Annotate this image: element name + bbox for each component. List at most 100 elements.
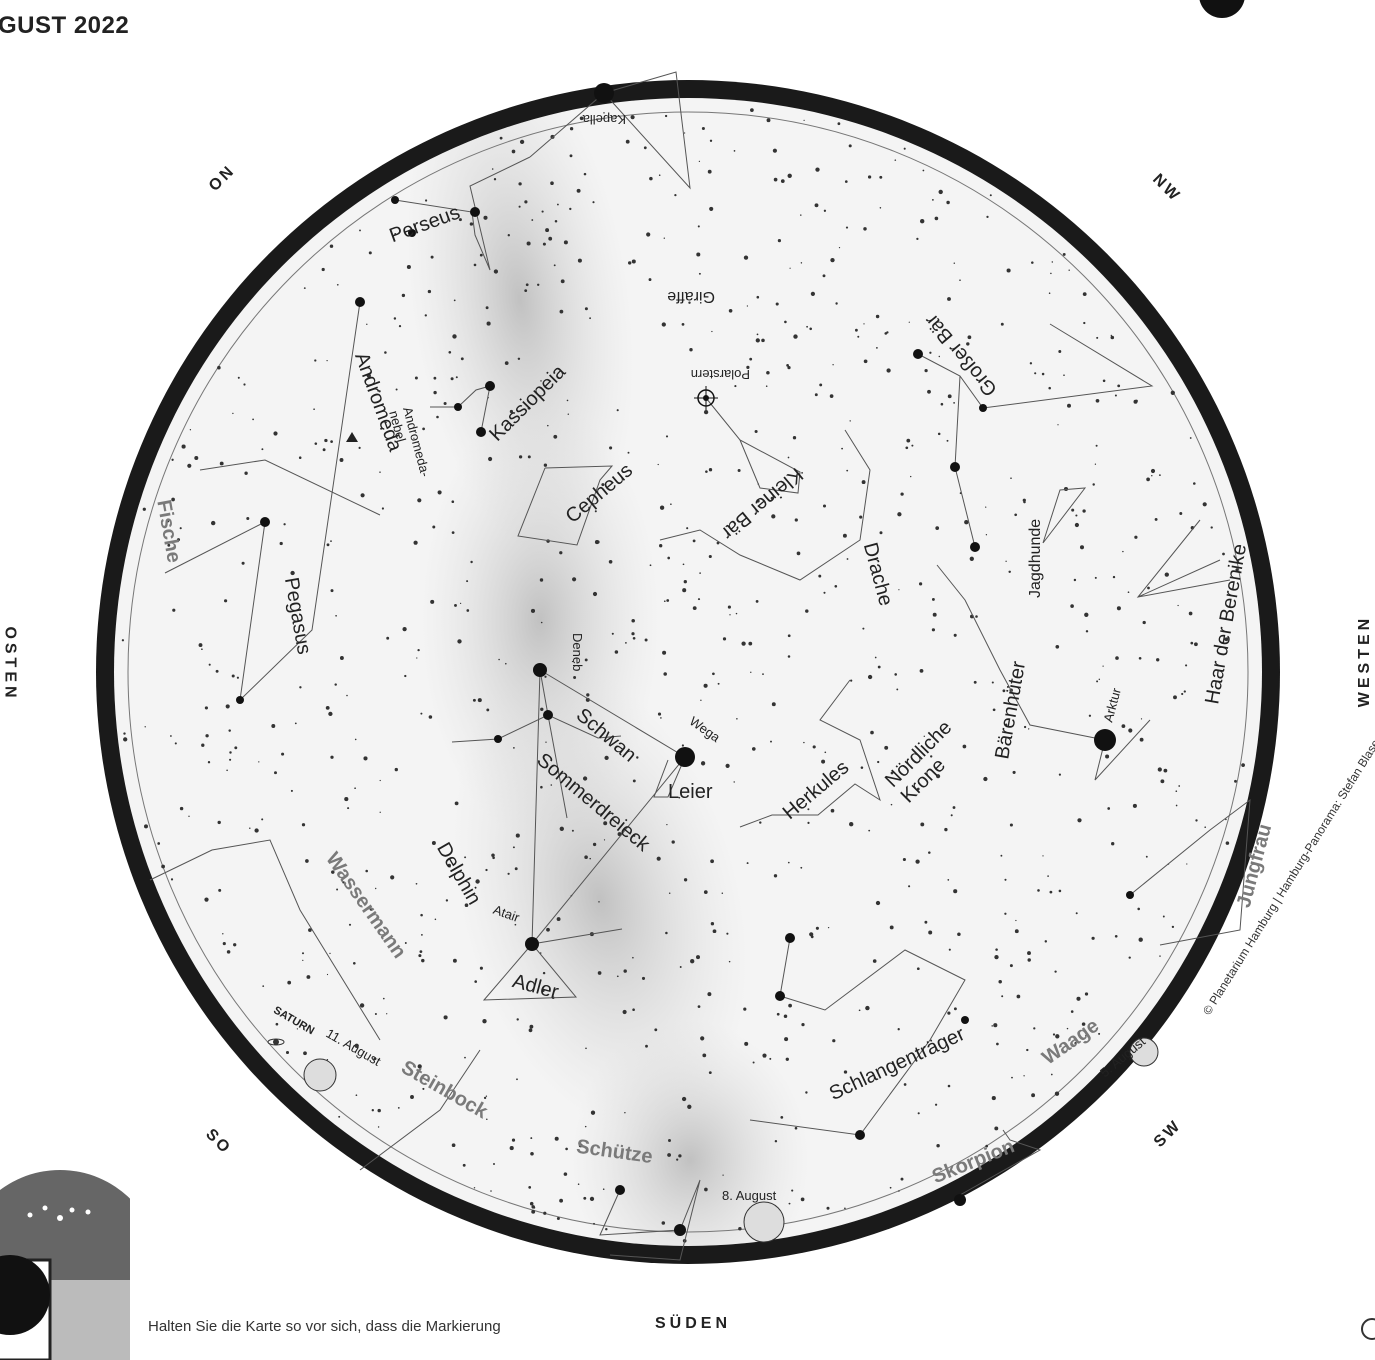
background-star — [625, 139, 630, 144]
background-star — [404, 674, 407, 678]
background-star — [769, 1057, 772, 1060]
background-star — [1054, 970, 1057, 973]
background-star — [545, 741, 547, 743]
background-star — [416, 657, 418, 659]
background-star — [611, 632, 614, 635]
background-star — [418, 954, 422, 958]
background-star — [424, 314, 427, 317]
background-star — [1023, 1075, 1025, 1077]
background-star — [830, 257, 835, 263]
background-star — [1110, 334, 1113, 337]
background-star — [1139, 737, 1144, 742]
background-star — [910, 475, 912, 478]
background-star — [824, 751, 827, 754]
background-star — [330, 589, 334, 593]
background-star — [1188, 611, 1193, 616]
background-star — [803, 119, 805, 122]
background-star — [708, 554, 712, 559]
background-star — [161, 864, 165, 869]
background-star — [867, 175, 872, 179]
background-star — [1084, 612, 1089, 617]
background-star — [994, 954, 999, 960]
background-star — [201, 743, 205, 747]
background-star — [1189, 437, 1192, 439]
background-star — [301, 952, 305, 955]
background-star — [746, 365, 750, 369]
background-star — [666, 599, 670, 602]
background-star — [843, 1070, 848, 1074]
background-star — [875, 314, 880, 319]
background-star — [586, 693, 590, 697]
background-star — [1114, 394, 1117, 397]
background-star — [452, 334, 457, 339]
background-star — [1038, 542, 1040, 544]
background-star — [1055, 644, 1060, 649]
background-star — [783, 1014, 788, 1019]
background-star — [215, 669, 219, 673]
background-star — [231, 674, 235, 678]
background-star — [1050, 272, 1052, 275]
background-star — [992, 708, 996, 712]
background-star — [920, 219, 925, 224]
background-star — [1027, 958, 1031, 962]
background-star — [330, 440, 333, 443]
background-star — [1014, 929, 1019, 934]
background-star — [632, 1008, 635, 1011]
background-star — [167, 543, 171, 547]
background-star — [708, 468, 713, 472]
background-star — [696, 252, 701, 257]
background-star — [559, 826, 564, 831]
background-star — [995, 948, 998, 951]
background-star — [1195, 819, 1198, 822]
background-star — [631, 259, 636, 264]
background-star — [559, 1198, 563, 1203]
background-star — [632, 956, 634, 959]
background-star — [374, 1012, 377, 1016]
background-star — [454, 603, 457, 607]
background-star — [541, 210, 544, 213]
background-star — [485, 1095, 488, 1097]
background-star — [454, 801, 459, 806]
background-star — [385, 421, 387, 424]
moon-11-icon — [303, 1058, 337, 1092]
background-star — [321, 267, 325, 272]
background-star — [947, 1084, 951, 1088]
background-star — [556, 203, 559, 206]
background-star — [1022, 498, 1026, 502]
background-star — [314, 442, 318, 445]
background-star — [518, 205, 521, 208]
background-star — [1042, 855, 1044, 857]
background-star — [1138, 656, 1142, 660]
background-star — [743, 255, 749, 260]
background-star — [661, 1221, 666, 1225]
background-star — [676, 1158, 679, 1161]
background-star — [593, 1222, 595, 1225]
label-leier: Leier — [668, 781, 713, 803]
background-star — [886, 331, 889, 334]
background-star — [301, 823, 306, 827]
background-star — [123, 737, 128, 742]
background-star — [850, 679, 853, 682]
background-star — [208, 663, 211, 666]
background-star — [1096, 680, 1099, 683]
background-star — [1194, 642, 1198, 647]
background-star — [592, 591, 598, 597]
background-star — [1173, 695, 1177, 700]
background-star — [569, 207, 572, 211]
background-star — [645, 1044, 648, 1048]
background-star — [649, 176, 653, 181]
background-star — [844, 180, 848, 183]
background-star — [903, 147, 906, 150]
background-star — [1009, 964, 1013, 968]
background-star — [670, 503, 672, 505]
background-star — [583, 172, 587, 176]
background-star — [1062, 252, 1066, 256]
background-star — [664, 114, 668, 118]
sky-disc — [114, 98, 1262, 1246]
background-star — [682, 588, 687, 593]
background-star — [931, 597, 935, 601]
background-star — [703, 683, 708, 688]
background-star — [985, 1144, 989, 1148]
background-star — [838, 246, 841, 249]
background-star — [460, 357, 464, 361]
